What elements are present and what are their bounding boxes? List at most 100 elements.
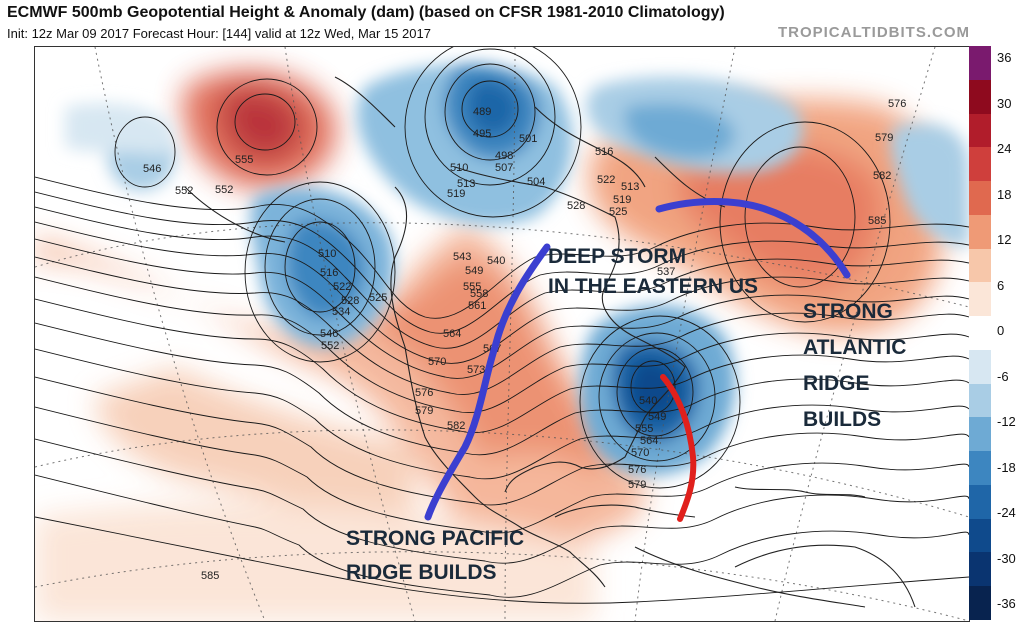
colorbar-label: -36 — [997, 596, 1016, 611]
colorbar-label: 24 — [997, 141, 1012, 156]
colorbar-segment — [969, 214, 991, 250]
annotation-atlantic-ridge: STRONG ATLANTIC RIDGE BUILDS — [803, 294, 906, 438]
colorbar-label: -24 — [997, 505, 1016, 520]
colorbar-segment — [969, 417, 991, 452]
colorbar-segment — [969, 383, 991, 418]
contour-label: 543 — [453, 251, 471, 263]
contour-label: 525 — [369, 292, 387, 304]
contour-label: 579 — [875, 132, 893, 144]
colorbar-label: -30 — [997, 550, 1016, 566]
colorbar-label: 30 — [997, 95, 1012, 111]
height-contours — [35, 47, 969, 604]
contour-label: 522 — [333, 281, 351, 293]
contour-label: 489 — [473, 106, 491, 118]
colorbar-segment — [969, 181, 991, 216]
colorbar-segment — [969, 518, 991, 553]
contour-label: 519 — [447, 188, 465, 200]
colorbar-label: 6 — [997, 277, 1005, 293]
contour-label: 579 — [415, 405, 433, 417]
colorbar-label: -12 — [997, 414, 1016, 429]
contour-label: 510 — [318, 248, 336, 260]
watermark: TROPICALTIDBITS.COM — [777, 24, 970, 41]
contour-label: 495 — [473, 128, 491, 140]
pacific-ridge-axis — [424, 243, 551, 521]
contour-label: 528 — [341, 295, 359, 307]
annotation-line: STRONG — [803, 300, 893, 323]
contour-label: 561 — [468, 300, 486, 312]
contour-label: 573 — [467, 364, 485, 376]
contour-label: 525 — [609, 206, 627, 218]
colorbar-label: -18 — [997, 459, 1016, 475]
colorbar-segment — [969, 79, 991, 114]
colorbar-segment — [969, 147, 991, 182]
colorbar — [969, 46, 991, 621]
contour-label: 513 — [621, 181, 639, 193]
contour-label: 546 — [320, 328, 338, 340]
colorbar-segment — [969, 316, 991, 351]
chart-subtitle: Init: 12z Mar 09 2017 Forecast Hour: [14… — [7, 26, 431, 41]
contour-label: 579 — [628, 479, 646, 491]
annotation-deep-storm: DEEP STORM IN THE EASTERN US — [548, 242, 758, 302]
contour-label: 585 — [201, 570, 219, 582]
contour-label: 516 — [320, 267, 338, 279]
contour-label: 516 — [595, 146, 613, 158]
annotation-line: ATLANTIC — [803, 336, 907, 359]
contour-label: 549 — [648, 411, 666, 423]
colorbar-label: 36 — [997, 50, 1012, 65]
contour-label: 507 — [495, 162, 513, 174]
contour-label: 558 — [470, 288, 488, 300]
contour-label: 555 — [235, 154, 253, 166]
map-panel: 546 552 552 555 489 495 498 501 507 504 … — [34, 46, 970, 622]
contour-label: 540 — [487, 255, 505, 267]
colorbar-segment — [969, 484, 991, 520]
annotation-line: RIDGE BUILDS — [346, 561, 497, 584]
contour-label: 546 — [143, 163, 161, 175]
annotation-line: BUILDS — [803, 408, 882, 431]
contour-label: 528 — [567, 200, 585, 212]
map-svg: 546 552 552 555 489 495 498 501 507 504 … — [35, 47, 969, 621]
contour-label: 570 — [631, 447, 649, 459]
chart-title: ECMWF 500mb Geopotential Height & Anomal… — [7, 4, 725, 21]
contour-label: 582 — [447, 420, 465, 432]
annotation-line: DEEP STORM — [548, 245, 687, 268]
colorbar-segment — [969, 248, 991, 283]
contour-label: 522 — [597, 174, 615, 186]
colorbar-segment — [969, 46, 991, 81]
annotation-line: RIDGE — [803, 372, 870, 395]
contour-label: 504 — [527, 176, 545, 188]
contour-label: 582 — [873, 170, 891, 182]
colorbar-segment — [969, 451, 991, 486]
contour-label: 498 — [495, 150, 513, 162]
contour-label: 576 — [888, 98, 906, 110]
contour-label: 534 — [332, 306, 350, 318]
contour-label: 564 — [640, 435, 658, 447]
annotation-pacific-ridge: STRONG PACIFIC RIDGE BUILDS — [346, 522, 524, 590]
colorbar-segment — [969, 552, 991, 587]
contour-label: 585 — [868, 215, 886, 227]
contour-label: 552 — [215, 184, 233, 196]
contour-label: 555 — [463, 281, 481, 293]
contour-label: 570 — [428, 356, 446, 368]
contour-label: 576 — [628, 464, 646, 476]
colorbar-label: 12 — [997, 232, 1012, 247]
colorbar-label: -6 — [997, 368, 1009, 384]
contour-label: 564 — [443, 328, 461, 340]
contour-label: 510 — [450, 162, 468, 174]
annotation-lines — [424, 198, 851, 522]
contour-label: 519 — [613, 194, 631, 206]
colorbar-segment — [969, 586, 991, 621]
contour-label: 552 — [321, 340, 339, 352]
colorbar-segment — [969, 349, 991, 385]
colorbar-segment — [969, 113, 991, 148]
contour-label: 576 — [415, 387, 433, 399]
contour-label: 549 — [465, 265, 483, 277]
contour-label: 513 — [457, 178, 475, 190]
colorbar-label: 18 — [997, 186, 1012, 202]
trough-axis — [660, 374, 697, 522]
contour-label: 501 — [519, 133, 537, 145]
colorbar-segment — [969, 282, 991, 317]
contour-labels: 546 552 552 555 489 495 498 501 507 504 … — [143, 98, 906, 582]
annotation-line: STRONG PACIFIC — [346, 527, 525, 550]
contour-label: 537 — [657, 266, 675, 278]
contour-label: 540 — [639, 395, 657, 407]
